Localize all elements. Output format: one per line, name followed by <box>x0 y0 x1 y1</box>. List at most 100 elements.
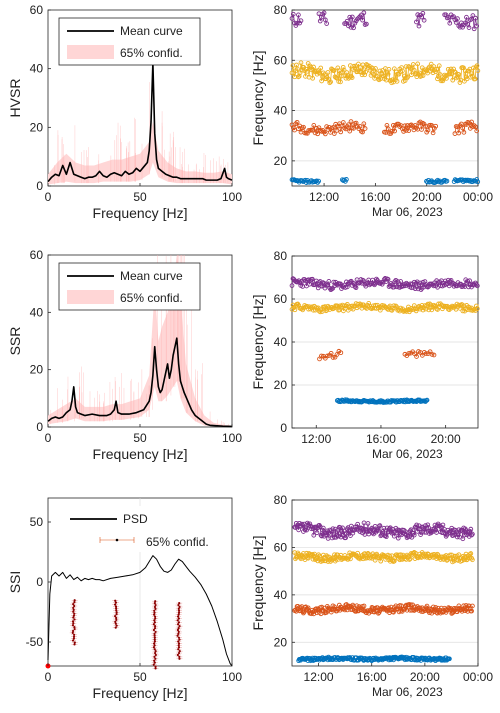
series-connector <box>467 122 470 124</box>
y-tick-label: 0 <box>36 179 43 193</box>
series-connector <box>325 309 328 312</box>
y-tick-label: 20 <box>30 120 44 134</box>
series-point <box>344 177 349 182</box>
series-connector <box>325 355 328 359</box>
ssi-pole-point <box>153 632 156 635</box>
y-tick-label: 40 <box>274 104 288 118</box>
y-axis-label: SSI <box>7 571 23 594</box>
series-point <box>305 555 310 560</box>
ssi-pole-point <box>115 609 118 612</box>
series-point <box>444 303 450 309</box>
series-connector <box>385 72 388 81</box>
series-point <box>340 120 346 125</box>
series-connector <box>422 122 425 125</box>
ssi-pole-column <box>150 600 159 670</box>
series-connector <box>342 67 345 71</box>
series-connector <box>374 283 376 286</box>
series-point <box>375 76 381 82</box>
y-tick-label: 80 <box>274 249 288 263</box>
series-point <box>360 277 366 283</box>
series-point <box>474 128 480 134</box>
series-connector <box>398 529 401 532</box>
ssi-pole-point <box>73 626 76 629</box>
series-point <box>466 603 472 609</box>
series-point <box>456 603 462 609</box>
series-connector <box>403 125 406 132</box>
ssi-pole-point <box>115 613 118 616</box>
series-connector <box>446 609 448 611</box>
ssi-pole-point <box>178 638 181 641</box>
freq1-axes: 20 40 60 80 12:00 16:00 20:00 00:00 Mar 06, 2023… <box>250 3 493 219</box>
series-point <box>429 352 435 357</box>
series-point <box>343 126 349 132</box>
series-connector <box>353 23 356 28</box>
series-point <box>469 532 474 538</box>
ssi-pole-point <box>153 619 156 622</box>
series-connector <box>393 560 395 562</box>
series-connector <box>352 604 354 607</box>
series-connector <box>325 77 328 79</box>
ssi-pole-point <box>176 619 179 622</box>
x-tick-label: 16:00 <box>357 670 387 684</box>
series-connector <box>329 81 331 84</box>
series-point <box>470 603 475 609</box>
series-point <box>403 128 409 133</box>
series-connector <box>450 68 453 74</box>
series-point <box>328 609 334 615</box>
series-point <box>404 75 410 81</box>
series-point <box>466 120 472 126</box>
series-point <box>307 521 313 527</box>
hvsr-confidence-band <box>48 121 232 185</box>
series-connector <box>351 69 354 78</box>
ssi-pole-point <box>177 607 180 610</box>
ssi-pole-point <box>114 620 117 623</box>
ssi-pole-point <box>153 644 156 647</box>
x-tick-label: 50 <box>133 190 147 204</box>
series-connector <box>446 283 448 285</box>
y-tick-label: 20 <box>30 363 44 377</box>
series-connector <box>404 125 407 131</box>
series-connector <box>294 70 296 77</box>
series-connector <box>422 13 425 21</box>
series-point <box>470 531 475 537</box>
series-connector <box>427 553 429 555</box>
series-connector <box>419 121 422 130</box>
series-connector <box>333 307 335 309</box>
series-point <box>453 75 459 81</box>
series-yellow <box>292 550 475 565</box>
series-point <box>406 128 412 133</box>
series-connector <box>396 74 399 82</box>
date-label: Mar 06, 2023 <box>372 205 443 219</box>
ssi-pole-point <box>153 605 157 609</box>
ssi-pole-point <box>152 663 155 666</box>
freq1-plot-area <box>292 10 478 186</box>
ssi-pole-point <box>177 611 181 614</box>
series-point <box>351 25 356 31</box>
series-point <box>414 354 419 359</box>
series-connector <box>327 72 330 80</box>
series-point <box>304 180 309 185</box>
series-point <box>380 279 386 285</box>
series-connector <box>321 529 323 537</box>
series-point <box>474 23 480 29</box>
series-orange <box>317 348 437 362</box>
series-point <box>366 301 372 306</box>
y-tick-label: 60 <box>274 292 288 306</box>
series-connector <box>392 125 396 132</box>
series-point <box>471 123 477 128</box>
x-tick-label: 00:00 <box>463 190 493 204</box>
freq2-frame <box>291 255 479 429</box>
x-tick-label: 0 <box>45 431 52 445</box>
series-point <box>368 526 374 532</box>
ssi-pole-point <box>154 630 157 634</box>
ssi-pole-point <box>177 617 180 620</box>
series-connector <box>340 125 343 133</box>
legend-entry: 65% confid. <box>146 535 209 549</box>
series-point <box>433 123 439 129</box>
series-point <box>459 608 465 614</box>
y-tick-label: 20 <box>274 635 288 649</box>
x-tick-label: 16:00 <box>366 432 396 446</box>
series-connector <box>372 68 375 75</box>
series-point <box>292 307 298 313</box>
